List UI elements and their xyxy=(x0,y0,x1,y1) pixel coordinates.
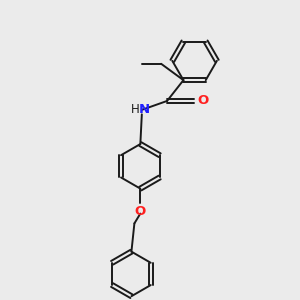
Text: O: O xyxy=(198,94,209,107)
Text: N: N xyxy=(139,103,150,116)
Text: O: O xyxy=(135,205,146,218)
Text: H: H xyxy=(131,103,140,116)
